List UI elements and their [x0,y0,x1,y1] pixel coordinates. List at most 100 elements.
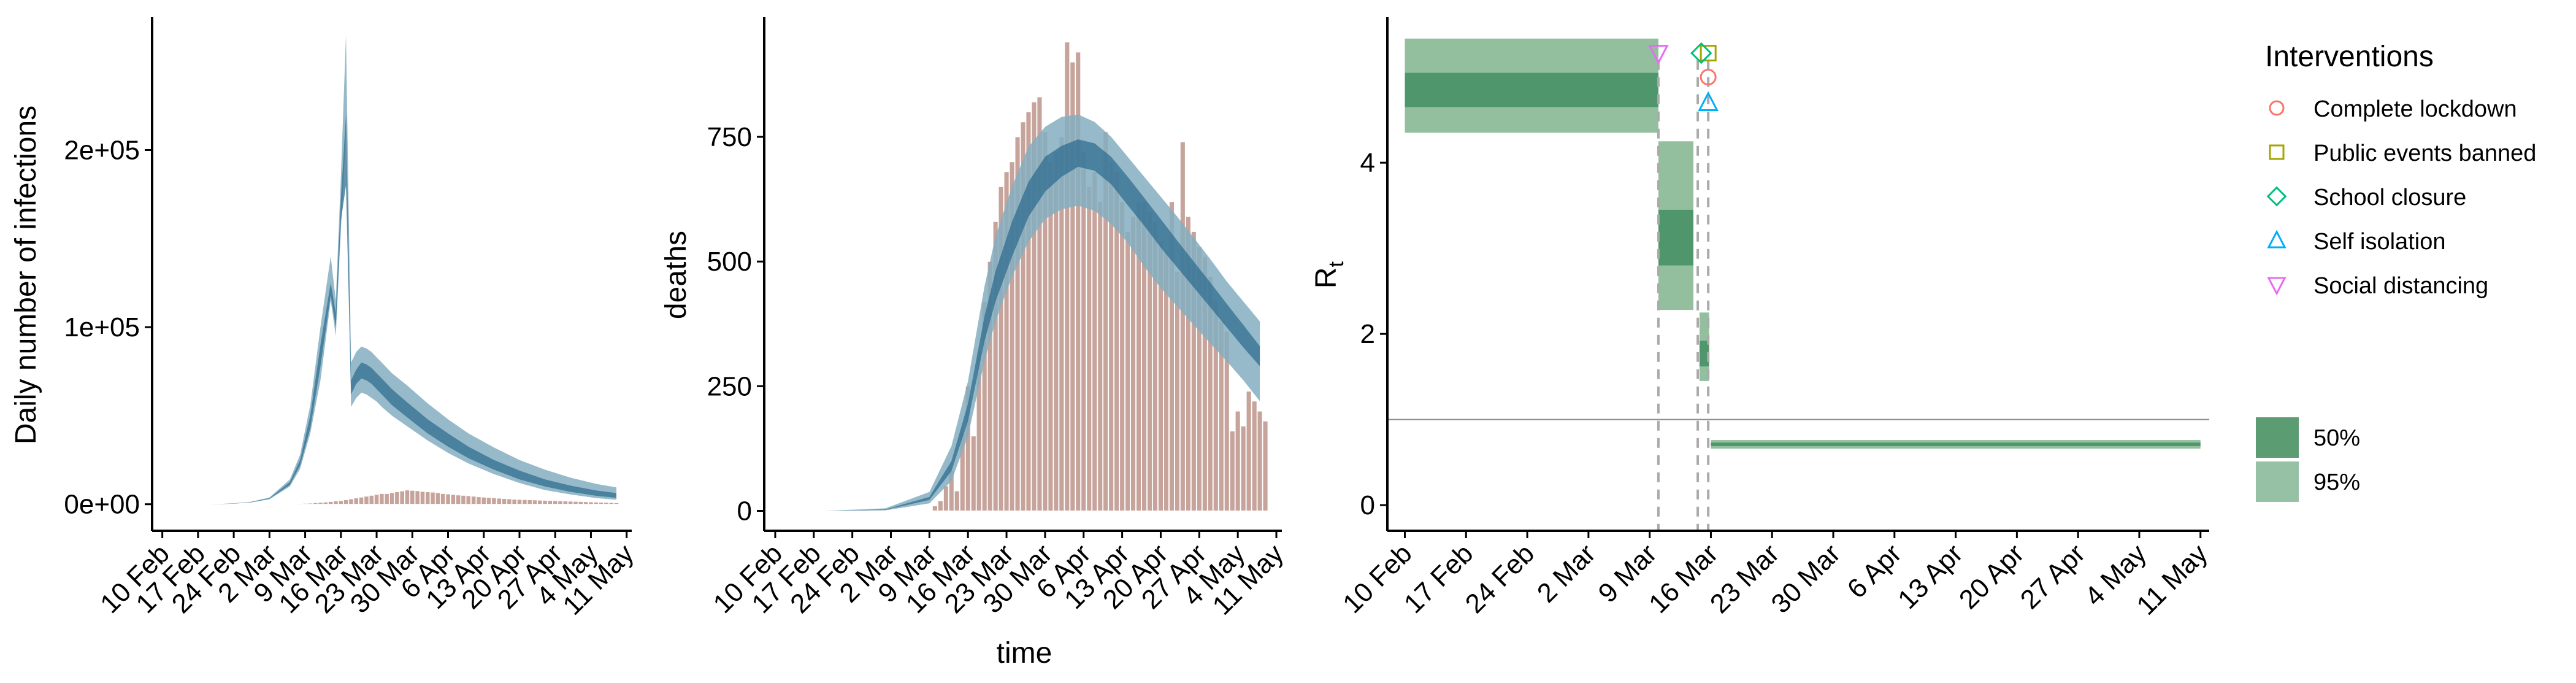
bar [547,500,553,505]
bar [1020,122,1026,511]
bar [516,499,523,505]
bar [328,501,334,505]
bar [353,498,359,505]
x-tick-label: 16 Mar [1643,538,1723,619]
y-tick-label: 750 [707,122,752,152]
y-tick-label: 250 [707,371,752,401]
bar [384,493,389,505]
bar [1086,186,1092,511]
y-tick-label: 0e+00 [64,490,140,520]
x-tick-label: 20 Apr [1953,538,2030,615]
legend-interventions: Interventions Complete lockdown Public ev… [2265,41,2536,299]
bar [1229,431,1235,511]
bar [583,501,589,505]
bar [1185,216,1191,511]
deaths-bars [932,42,1268,512]
rt-ci50-block [1711,442,2201,446]
legend-intervention-label: School closure [2313,185,2466,210]
bar [608,502,614,505]
bar [358,496,364,505]
bar [992,221,999,511]
bar [486,497,492,505]
legend-interventions-title: Interventions [2265,41,2434,73]
bar [567,501,573,505]
bar [470,496,477,505]
legend-intervention-label: Social distancing [2313,273,2488,299]
rt-intervention-dashes [1657,60,1710,531]
bar [399,490,405,505]
infections-bars [292,490,619,505]
x-tick-label: 24 Feb [1460,538,1541,619]
bar [593,501,599,505]
bar [404,490,410,505]
bar [542,500,548,505]
x-tick-label: 17 Feb [1398,538,1479,619]
bar [604,502,609,505]
bar [302,503,308,505]
legend-marker-icon [2269,144,2285,160]
bar [491,497,497,505]
bar [496,498,502,505]
bar [481,496,486,505]
bar [598,502,604,505]
bar [389,492,395,505]
bar [998,186,1004,511]
bar [562,501,569,505]
bar [369,495,374,505]
intervention-marker [1690,42,1712,64]
bar [364,496,369,505]
bar [537,500,543,505]
y-tick-label: 500 [707,247,752,277]
bar [343,500,349,505]
legend-marker-icon [2269,100,2285,116]
bar [1009,161,1015,511]
bar [553,500,558,505]
bar [307,503,313,505]
bar [1262,420,1268,512]
y-tick-label: 1e+05 [64,312,140,342]
bar [527,500,532,505]
rt-ci50-block [1405,72,1658,107]
bar [1246,391,1252,511]
intervention-marker [1700,69,1717,86]
bar [588,501,594,505]
bar [323,501,329,505]
bar [1014,136,1021,511]
bar [476,496,481,505]
bar [1119,201,1125,511]
bar [1031,101,1037,511]
deaths-xlabel: time [997,637,1052,669]
intervention-marker [1648,45,1669,65]
rt-ci50-block [1699,341,1709,367]
bar [558,500,563,505]
bar [440,493,446,505]
bar [1037,96,1043,511]
legend-ci-label: 95% [2313,469,2360,495]
bar [1003,171,1010,511]
y-tick-label: 0 [737,496,752,526]
y-tick-label: 2 [1360,319,1375,349]
infections-bands [208,34,616,504]
legend-marker-icon [2267,277,2287,296]
bar [970,436,976,511]
legend-ci: 50% 95% [2256,417,2360,502]
x-tick-label: 30 Mar [1766,538,1846,619]
bar [425,492,431,505]
bar [522,499,527,505]
legend-ci-swatch [2256,461,2299,502]
y-tick-label: 0 [1360,490,1375,520]
rt-segments [1405,38,2201,449]
bar [313,502,318,505]
bar [512,499,517,505]
bar [1064,42,1070,512]
x-tick-label: 27 Apr [2015,538,2091,615]
panel-infections-chart: Daily number of infections 0e+00 1e+05 2e+… [10,17,640,621]
deaths-ylabel: deaths [660,231,692,319]
bar [338,500,344,505]
bar [455,495,461,505]
bar [430,492,435,505]
